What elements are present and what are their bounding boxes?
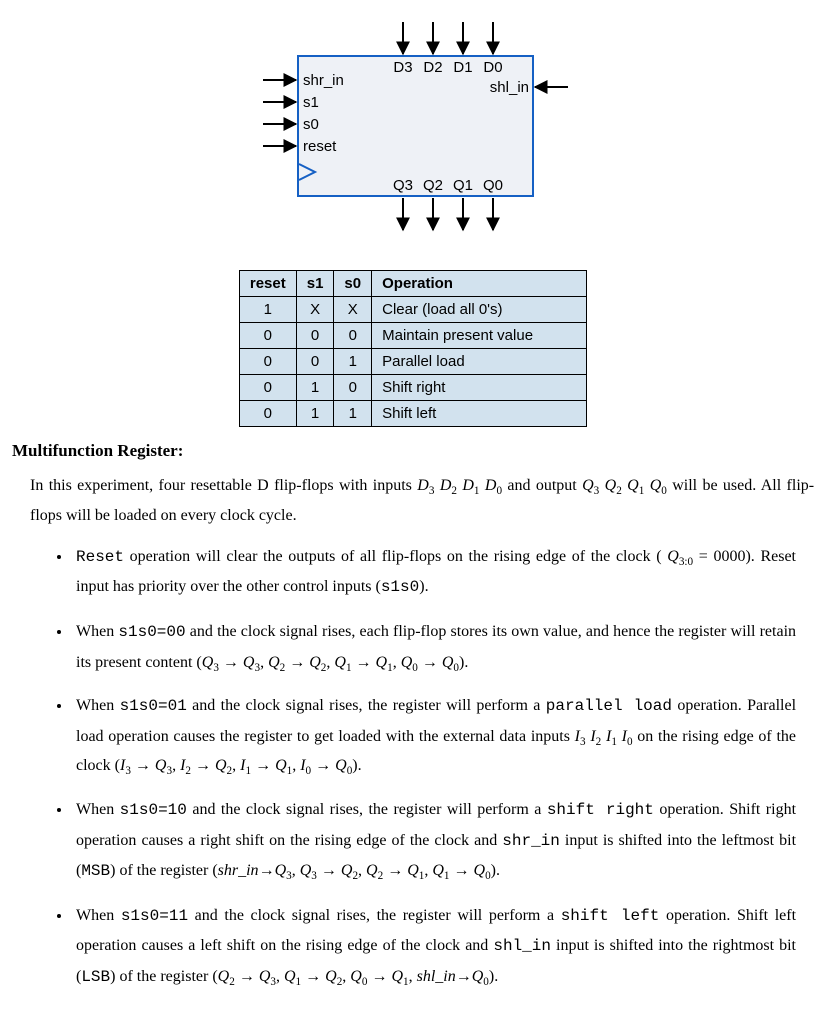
shr-in-label: shr_in	[303, 72, 344, 89]
section-title: Multifunction Register:	[12, 441, 814, 461]
list-item: Reset operation will clear the outputs o…	[72, 542, 796, 603]
list-item: When s1s0=10 and the clock signal rises,…	[72, 795, 796, 887]
header-operation: Operation	[372, 271, 587, 297]
table-header-row: reset s1 s0 Operation	[239, 271, 586, 297]
s1-label: s1	[303, 94, 319, 111]
table-row: 0 1 1 Shift left	[239, 401, 586, 427]
d2-label: D2	[423, 59, 442, 76]
list-item: When s1s0=11 and the clock signal rises,…	[72, 901, 796, 993]
s0-label: s0	[303, 116, 319, 133]
header-s0: s0	[334, 271, 372, 297]
register-block-diagram: D3 D2 D1 D0 shr_in s1 s0 reset shl_in Q3…	[12, 12, 814, 252]
q0-label: Q0	[483, 177, 503, 194]
header-reset: reset	[239, 271, 296, 297]
shl-in: shl_in	[490, 79, 568, 96]
operation-table: reset s1 s0 Operation 1 X X Clear (load …	[239, 270, 587, 427]
d3-label: D3	[393, 59, 412, 76]
bullet-list: Reset operation will clear the outputs o…	[48, 542, 814, 993]
q1-label: Q1	[453, 177, 473, 194]
intro-paragraph: In this experiment, four resettable D fl…	[30, 471, 814, 532]
d0-label: D0	[483, 59, 502, 76]
shl-in-label: shl_in	[490, 79, 529, 96]
operation-table-wrap: reset s1 s0 Operation 1 X X Clear (load …	[12, 270, 814, 427]
table-row: 0 0 1 Parallel load	[239, 349, 586, 375]
d1-label: D1	[453, 59, 472, 76]
table-row: 0 1 0 Shift right	[239, 375, 586, 401]
reset-label: reset	[303, 138, 337, 155]
q3-label: Q3	[393, 177, 413, 194]
q2-label: Q2	[423, 177, 443, 194]
table-row: 1 X X Clear (load all 0's)	[239, 297, 586, 323]
list-item: When s1s0=00 and the clock signal rises,…	[72, 617, 796, 677]
table-row: 0 0 0 Maintain present value	[239, 323, 586, 349]
list-item: When s1s0=01 and the clock signal rises,…	[72, 691, 796, 781]
header-s1: s1	[296, 271, 334, 297]
diagram-svg: D3 D2 D1 D0 shr_in s1 s0 reset shl_in Q3…	[223, 12, 603, 252]
